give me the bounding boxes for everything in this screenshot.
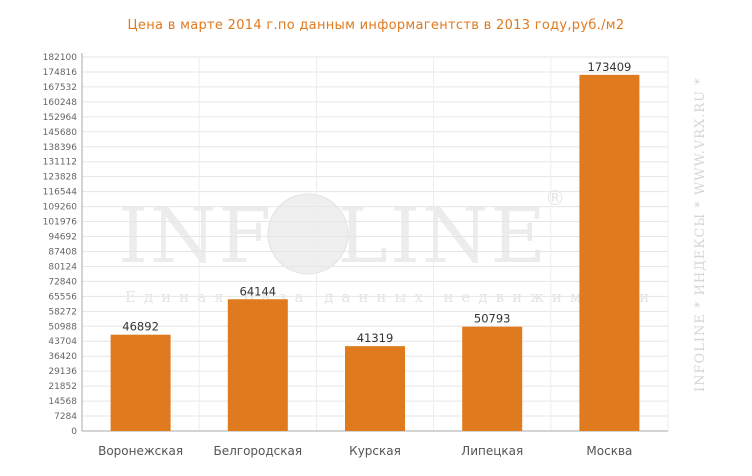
x-tick-label: Москва (586, 444, 632, 458)
bar (579, 74, 640, 431)
x-axis-labels: Воронежская Белгородская Курская Липецкая Мо… (98, 444, 632, 458)
x-tick-label: Курская (349, 444, 401, 458)
y-tick-label: 145680 (43, 128, 78, 138)
y-tick-label: 50988 (48, 322, 77, 332)
bar (345, 346, 405, 431)
data-label: 173409 (587, 60, 631, 74)
chart-title: Цена в марте 2014 г.по данным информаген… (127, 18, 625, 33)
y-tick-label: 182100 (43, 53, 78, 63)
y-tick-label: 72840 (48, 277, 77, 287)
data-label: 46892 (122, 320, 159, 334)
y-tick-label: 174816 (43, 68, 78, 78)
y-tick-label: 29136 (48, 367, 77, 377)
y-tick-label: 167532 (43, 83, 77, 93)
x-tick-label: Липецкая (461, 444, 523, 458)
y-tick-label: 36420 (48, 352, 77, 362)
y-tick-label: 160248 (43, 98, 78, 108)
data-labels: 46892 64144 41319 50793 173409 (122, 60, 631, 345)
data-label: 41319 (357, 331, 394, 345)
data-label: 50793 (474, 312, 511, 326)
x-tick-label: Белгородская (213, 444, 302, 458)
y-tick-label: 14568 (48, 397, 77, 407)
y-tick-label: 58272 (48, 307, 77, 317)
y-tick-label: 80124 (48, 262, 77, 272)
y-tick-label: 123828 (43, 173, 78, 183)
y-tick-label: 138396 (43, 143, 78, 153)
watermark-tagline: Единая база данных недвижимости (125, 288, 657, 306)
data-label: 64144 (240, 284, 277, 298)
infoline-watermark: INFOLINE ® Единая база данных недвижимос… (118, 77, 708, 392)
y-tick-label: 65556 (48, 292, 77, 302)
y-tick-label: 101976 (43, 218, 78, 228)
y-tick-label: 94692 (48, 233, 77, 243)
watermark-globe-icon (267, 193, 349, 275)
y-tick-label: 131112 (43, 158, 77, 168)
y-tick-label: 87408 (48, 247, 77, 257)
watermark-side-text: INFOLINE * ИНДЕКСЫ * WWW.VRX.RU * (693, 77, 708, 392)
x-tick-label: Воронежская (98, 444, 183, 458)
y-tick-label: 0 (71, 427, 77, 437)
y-tick-label: 152964 (43, 113, 78, 123)
y-tick-label: 109260 (43, 203, 78, 213)
y-tick-label: 116544 (43, 188, 78, 198)
bar (462, 326, 523, 431)
bar (110, 334, 171, 431)
y-tick-label: 7284 (54, 412, 77, 422)
y-axis-ticks: 0 7284 14568 21852 29136 36420 43704 50988 58272… (43, 53, 78, 437)
bars (110, 74, 640, 431)
bar (227, 299, 288, 431)
y-tick-label: 43704 (48, 337, 77, 347)
y-tick-label: 21852 (48, 382, 77, 392)
